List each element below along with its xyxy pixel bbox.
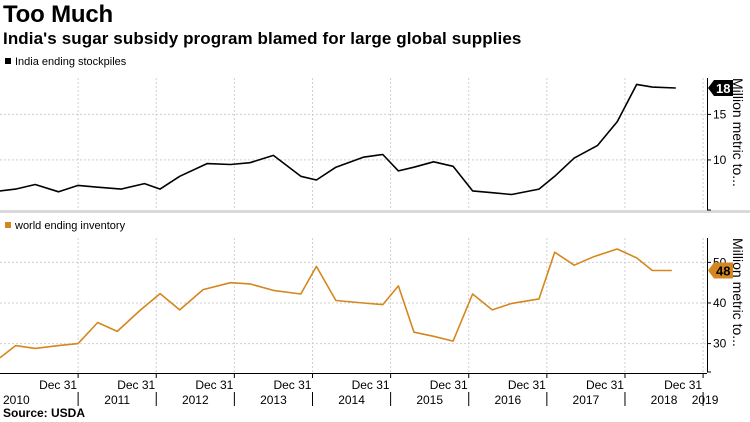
x-tick-label: Dec 31	[664, 378, 702, 392]
x-year-label: 2013	[260, 393, 287, 407]
source-note: Source: USDA	[3, 406, 86, 420]
chart-subtitle: India's sugar subsidy program blamed for…	[3, 29, 522, 48]
x-tick-label: Dec 31	[39, 378, 77, 392]
x-year-label: 2018	[651, 393, 678, 407]
x-tick-label: Dec 31	[273, 378, 311, 392]
legend-swatch-world	[5, 222, 11, 228]
last-value-label: 48	[716, 263, 730, 278]
y-tick-label: 15	[713, 107, 727, 121]
x-tick-label: Dec 31	[117, 378, 155, 392]
series-line	[0, 83, 676, 196]
x-year-label: 2016	[494, 393, 521, 407]
x-tick-label: Dec 31	[430, 378, 468, 392]
series-line	[0, 248, 672, 359]
last-value-label: 18	[716, 81, 730, 96]
legend-label-india: India ending stockpiles	[15, 56, 127, 68]
x-year-label: 2017	[573, 393, 600, 407]
bottom-ylabel: Million metric to...	[730, 238, 746, 347]
x-tick-label: Dec 31	[195, 378, 233, 392]
x-tick-label: Dec 31	[508, 378, 546, 392]
y-tick-label: 10	[713, 153, 727, 167]
panel-divider	[0, 210, 750, 213]
x-tick-label: Dec 31	[352, 378, 390, 392]
legend-label-world: world ending inventory	[14, 220, 126, 232]
legend-swatch-india	[5, 58, 11, 64]
x-year-label: 2019	[692, 393, 719, 407]
x-year-label: 2010	[3, 393, 30, 407]
x-axis: Dec 31 Dec 31 Dec 31 Dec 31 Dec 31 Dec 31 Dec …	[0, 373, 719, 407]
chart-title: Too Much	[3, 1, 113, 28]
y-tick-label: 40	[713, 296, 727, 310]
x-year-label: 2014	[338, 393, 365, 407]
x-tick-label: Dec 31	[586, 378, 624, 392]
last-value-badge	[708, 262, 733, 279]
x-year-label: 2011	[104, 393, 130, 407]
last-value-badge	[708, 80, 733, 97]
x-year-label: 2015	[416, 393, 443, 407]
x-year-label: 2012	[182, 393, 209, 407]
top-panel: 10 15 18	[0, 78, 733, 211]
y-tick-label: 30	[713, 337, 727, 351]
top-ylabel: Million metric to...	[730, 78, 746, 187]
